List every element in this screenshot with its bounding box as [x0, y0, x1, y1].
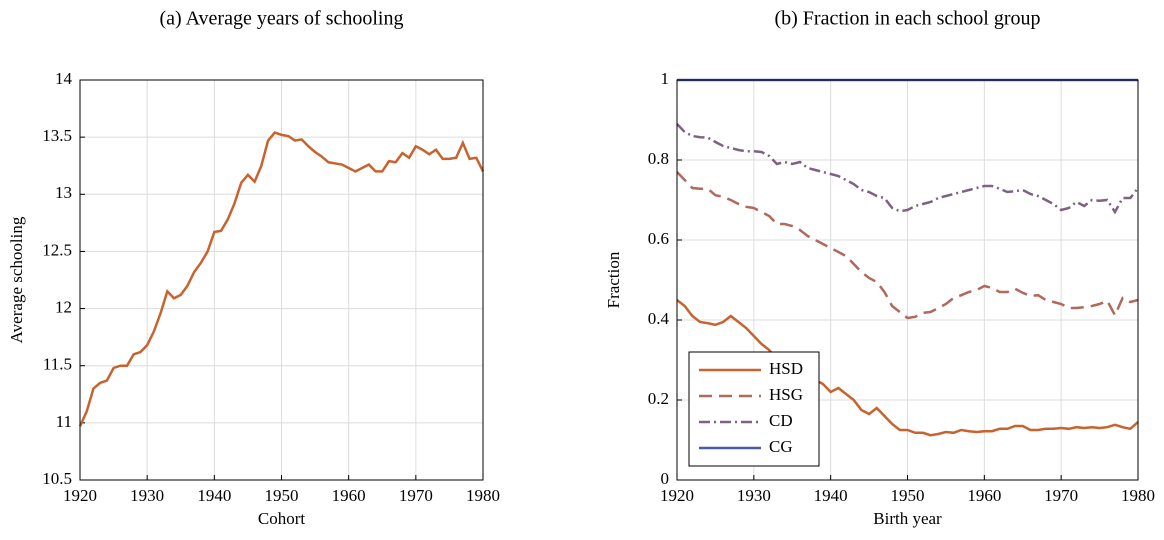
x-tick-label: 1960	[332, 486, 366, 505]
y-tick-label: 11	[56, 412, 72, 431]
y-axis-label: Average schooling	[7, 216, 26, 343]
x-tick-label: 1940	[197, 486, 231, 505]
legend-label: CD	[769, 411, 793, 430]
y-tick-label: 12	[55, 297, 72, 316]
y-tick-label: 1	[661, 69, 670, 88]
y-tick-label: 0	[661, 469, 670, 488]
y-tick-label: 0.6	[648, 229, 669, 248]
x-tick-label: 1980	[1121, 486, 1155, 505]
x-tick-label: 1920	[63, 486, 97, 505]
y-tick-label: 14	[55, 69, 73, 88]
x-tick-label: 1930	[737, 486, 771, 505]
data-line	[676, 123, 1139, 215]
legend-label: HSD	[769, 359, 803, 378]
y-axis-label: Fraction	[604, 251, 623, 308]
panel: (a) Average years of schooling Cohort Aver…	[7, 8, 500, 528]
x-tick-label: 1950	[891, 486, 925, 505]
y-tick-label: 13.5	[42, 126, 72, 145]
y-tick-label: 13	[55, 183, 72, 202]
x-tick-label: 1970	[399, 486, 433, 505]
legend-label: HSG	[769, 385, 803, 404]
x-tick-label: 1930	[130, 486, 164, 505]
x-axis-label: Cohort	[258, 509, 306, 528]
y-tick-label: 0.4	[648, 309, 670, 328]
plot-frame	[79, 79, 484, 481]
y-tick-label: 10.5	[42, 469, 72, 488]
y-tick-label: 11.5	[43, 355, 72, 374]
plot-frame	[676, 79, 1139, 481]
x-axis-label: Birth year	[873, 509, 942, 528]
y-tick-label: 12.5	[42, 240, 72, 259]
x-tick-label: 1970	[1044, 486, 1078, 505]
x-tick-label: 1980	[466, 486, 500, 505]
x-tick-label: 1960	[967, 486, 1001, 505]
panel-title: (b) Fraction in each school group	[774, 8, 1040, 30]
x-tick-label: 1920	[660, 486, 694, 505]
y-tick-label: 0.8	[648, 149, 669, 168]
x-tick-label: 1940	[814, 486, 848, 505]
x-tick-label: 1950	[265, 486, 299, 505]
y-tick-label: 0.2	[648, 389, 669, 408]
data-line	[676, 299, 1139, 437]
data-line	[676, 171, 1139, 320]
panel: (b) Fraction in each school group Birth y…	[604, 8, 1155, 528]
data-line	[78, 131, 485, 427]
panel-title: (a) Average years of schooling	[160, 8, 404, 30]
legend-label: CG	[769, 437, 793, 456]
